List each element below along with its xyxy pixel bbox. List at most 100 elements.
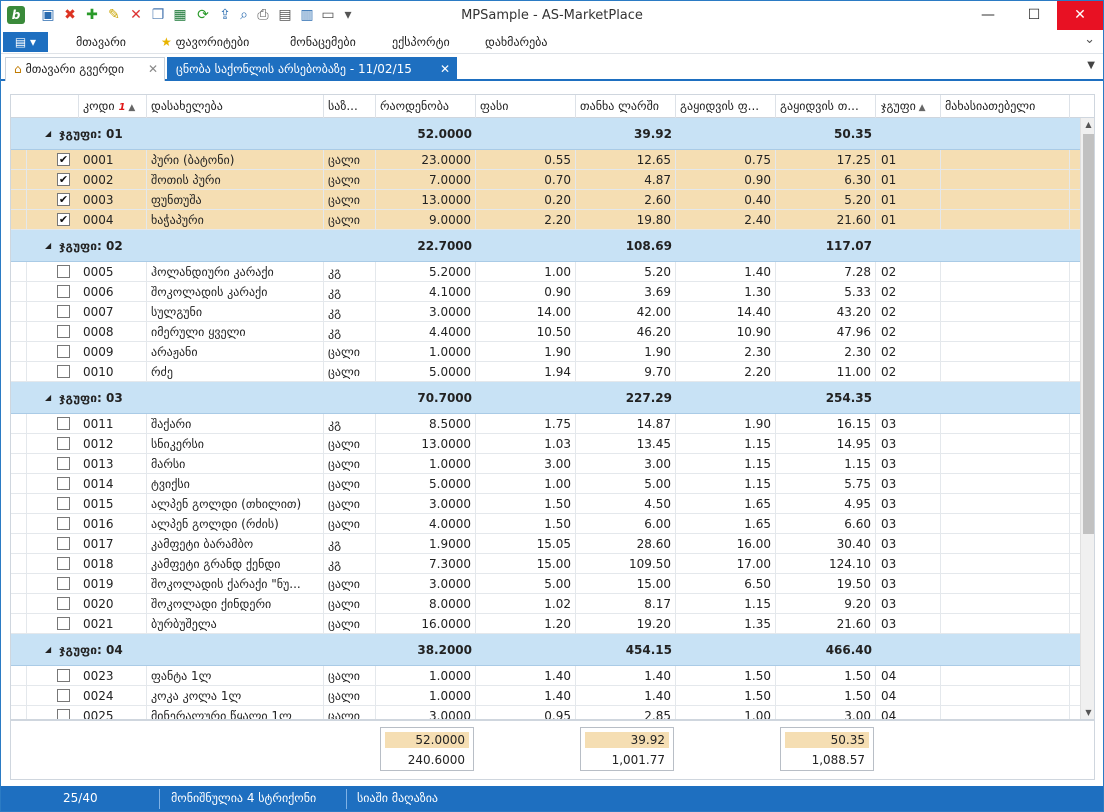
row-checkbox[interactable]: ✔ xyxy=(57,193,70,206)
table-row[interactable]: 0020 შოკოლადი ქინდერი ცალი 8.0000 1.02 8.17 1.… xyxy=(11,594,1080,614)
row-checkbox[interactable] xyxy=(57,617,70,630)
scroll-up-icon[interactable]: ▲ xyxy=(1085,120,1092,129)
mp-icon[interactable]: ▣ xyxy=(41,7,55,23)
menu-export[interactable]: ექსპორტი xyxy=(392,35,450,49)
table-row[interactable]: ✔ 0001 პური (ბატონი) ცალი 23.0000 0.55 12.65 0.… xyxy=(11,150,1080,170)
row-checkbox[interactable] xyxy=(57,477,70,490)
page-icon[interactable]: ▤ xyxy=(278,7,292,23)
table-row[interactable]: 0006 შოკოლადის კარაქი კგ 4.1000 0.90 3.69 1.30… xyxy=(11,282,1080,302)
preview-icon[interactable]: ⌕ xyxy=(240,7,248,23)
row-checkbox[interactable] xyxy=(57,577,70,590)
row-checkbox[interactable] xyxy=(57,709,70,719)
layout-icon[interactable]: ▥ xyxy=(300,7,314,23)
print-icon[interactable]: ⎙ xyxy=(257,7,269,23)
table-row[interactable]: 0018 კამფეტი გრანდ ქენდი კგ 7.3000 15.00 109.… xyxy=(11,554,1080,574)
tab-home[interactable]: ⌂ მთავარი გვერდი ✕ xyxy=(5,57,165,81)
header-col-unit[interactable]: საზ... xyxy=(324,95,376,118)
refresh-icon[interactable]: ⟳ xyxy=(197,7,209,23)
table-row[interactable]: 0015 ალპენ გოლდი (თხილით) ცალი 3.0000 1.50 4.… xyxy=(11,494,1080,514)
group-row[interactable]: ◢ ჯგუფი: 04 38.2000 454.15 466.40 xyxy=(11,634,1080,666)
menu-main[interactable]: მთავარი xyxy=(76,35,126,49)
collapse-icon[interactable]: ◢ xyxy=(45,393,52,402)
vertical-scrollbar[interactable]: ▲ ▼ xyxy=(1080,118,1094,719)
app-menu-button[interactable]: ▤ ▾ xyxy=(3,32,48,52)
table-row[interactable]: ✔ 0003 ფუნთუშა ცალი 13.0000 0.20 2.60 0.40 5.20 0… xyxy=(11,190,1080,210)
row-checkbox[interactable] xyxy=(57,557,70,570)
header-col-price[interactable]: ფასი xyxy=(476,95,576,118)
collapse-icon[interactable]: ◢ xyxy=(45,241,52,250)
table-row[interactable]: 0014 ტვიქსი ცალი 5.0000 1.00 5.00 1.15 5.75 03 xyxy=(11,474,1080,494)
collapse-icon[interactable]: ◢ xyxy=(45,129,52,138)
header-select-all[interactable] xyxy=(11,95,79,118)
group-row[interactable]: ◢ ჯგუფი: 03 70.7000 227.29 254.35 xyxy=(11,382,1080,414)
close-button[interactable]: ✕ xyxy=(1057,1,1103,30)
close-icon[interactable]: ✕ xyxy=(147,62,158,76)
row-checkbox[interactable]: ✔ xyxy=(57,213,70,226)
table-row[interactable]: 0017 კამფეტი ბარამბო კგ 1.9000 15.05 28.60 16.… xyxy=(11,534,1080,554)
row-checkbox[interactable]: ✔ xyxy=(57,173,70,186)
table-row[interactable]: 0021 ბურბუშელა ცალი 16.0000 1.20 19.20 1.35 21.… xyxy=(11,614,1080,634)
copy-icon[interactable]: ❐ xyxy=(151,7,165,23)
menu-data[interactable]: მონაცემები xyxy=(290,35,356,49)
row-checkbox[interactable] xyxy=(57,437,70,450)
row-checkbox[interactable]: ✔ xyxy=(57,153,70,166)
header-col-sale-price[interactable]: გაყიდვის ფ... xyxy=(676,95,776,118)
header-col-group[interactable]: ჯგუფი ▲ xyxy=(877,95,941,118)
table-row[interactable]: 0005 ჰოლანდიური კარაქი კგ 5.2000 1.00 5.20 1.4… xyxy=(11,262,1080,282)
window-icon[interactable]: ▭ xyxy=(321,7,335,23)
header-col-code[interactable]: კოდი 1 ▲ xyxy=(79,95,147,118)
table-row[interactable]: 0023 ფანტა 1ლ ცალი 1.0000 1.40 1.40 1.50 1.50 04 xyxy=(11,666,1080,686)
row-checkbox[interactable] xyxy=(57,457,70,470)
collapse-icon[interactable]: ◢ xyxy=(45,645,52,654)
table-row[interactable]: 0009 არაჟანი ცალი 1.0000 1.90 1.90 2.30 2.30 02 xyxy=(11,342,1080,362)
row-checkbox[interactable] xyxy=(57,689,70,702)
scroll-down-icon[interactable]: ▼ xyxy=(1085,708,1092,717)
maximize-button[interactable]: ☐ xyxy=(1027,7,1041,23)
scroll-thumb[interactable] xyxy=(1083,134,1094,534)
table-row[interactable]: 0007 სულგუნი კგ 3.0000 14.00 42.00 14.40 43.20 0… xyxy=(11,302,1080,322)
menu-help[interactable]: დახმარება xyxy=(485,35,548,49)
app-logo-icon[interactable]: b xyxy=(7,6,25,24)
export-icon[interactable]: ⇪ xyxy=(219,7,231,23)
tab-overflow-icon[interactable]: ▼ xyxy=(1087,60,1095,71)
chevron-down-icon[interactable]: ⌄ xyxy=(1084,32,1095,47)
table-row[interactable]: 0025 მინერალური წყალი 1ლ ცალი 3.0000 0.95 2.8… xyxy=(11,706,1080,719)
row-checkbox[interactable] xyxy=(57,497,70,510)
group-row[interactable]: ◢ ჯგუფი: 01 52.0000 39.92 50.35 xyxy=(11,118,1080,150)
row-checkbox[interactable] xyxy=(57,517,70,530)
table-row[interactable]: ✔ 0002 შოთის პური ცალი 7.0000 0.70 4.87 0.90 6.3… xyxy=(11,170,1080,190)
table-row[interactable]: 0008 იმერული ყველი კგ 4.4000 10.50 46.20 10.90… xyxy=(11,322,1080,342)
table-row[interactable]: ✔ 0004 ხაჭაპური ცალი 9.0000 2.20 19.80 2.40 21.6… xyxy=(11,210,1080,230)
table-row[interactable]: 0011 შაქარი კგ 8.5000 1.75 14.87 1.90 16.15 03 xyxy=(11,414,1080,434)
table-row[interactable]: 0019 შოკოლადის ქარაქი "ნუ... ცალი 3.0000 5.0… xyxy=(11,574,1080,594)
minimize-button[interactable]: — xyxy=(981,7,995,23)
row-checkbox[interactable] xyxy=(57,285,70,298)
row-checkbox[interactable] xyxy=(57,417,70,430)
row-checkbox[interactable] xyxy=(57,265,70,278)
row-checkbox[interactable] xyxy=(57,537,70,550)
table-row[interactable]: 0010 რძე ცალი 5.0000 1.94 9.70 2.20 11.00 02 xyxy=(11,362,1080,382)
tab-report[interactable]: ცნობა საქონლის არსებობაზე - 11/02/15 ✕ xyxy=(167,57,457,81)
table-row[interactable]: 0012 სნიკერსი ცალი 13.0000 1.03 13.45 1.15 14.9… xyxy=(11,434,1080,454)
close-icon[interactable]: ✕ xyxy=(439,62,450,76)
header-col-name[interactable]: დასახელება xyxy=(147,95,324,118)
remove-icon[interactable]: ✕ xyxy=(130,7,142,23)
header-col-qty[interactable]: რაოდენობა xyxy=(376,95,476,118)
edit-icon[interactable]: ✎ xyxy=(108,7,120,23)
table-row[interactable]: 0016 ალპენ გოლდი (რძის) ცალი 4.0000 1.50 6.00… xyxy=(11,514,1080,534)
group-row[interactable]: ◢ ჯგუფი: 02 22.7000 108.69 117.07 xyxy=(11,230,1080,262)
header-col-amount[interactable]: თანხა ლარში xyxy=(576,95,676,118)
header-col-sale-total[interactable]: გაყიდვის თ... xyxy=(776,95,876,118)
row-checkbox[interactable] xyxy=(57,345,70,358)
table-row[interactable]: 0013 მარსი ცალი 1.0000 3.00 3.00 1.15 1.15 03 xyxy=(11,454,1080,474)
dropdown-icon[interactable]: ▾ xyxy=(344,7,352,23)
add-icon[interactable]: ✚ xyxy=(86,7,98,23)
table-row[interactable]: 0024 კოკა კოლა 1ლ ცალი 1.0000 1.40 1.40 1.50 1.… xyxy=(11,686,1080,706)
header-col-attribute[interactable]: მახასიათებელი xyxy=(941,95,1070,118)
row-checkbox[interactable] xyxy=(57,325,70,338)
menu-favorites[interactable]: ★ ფავორიტები xyxy=(161,35,249,49)
delete-icon[interactable]: ✖ xyxy=(64,7,76,23)
row-checkbox[interactable] xyxy=(57,365,70,378)
excel-icon[interactable]: ▦ xyxy=(173,7,187,23)
row-checkbox[interactable] xyxy=(57,305,70,318)
